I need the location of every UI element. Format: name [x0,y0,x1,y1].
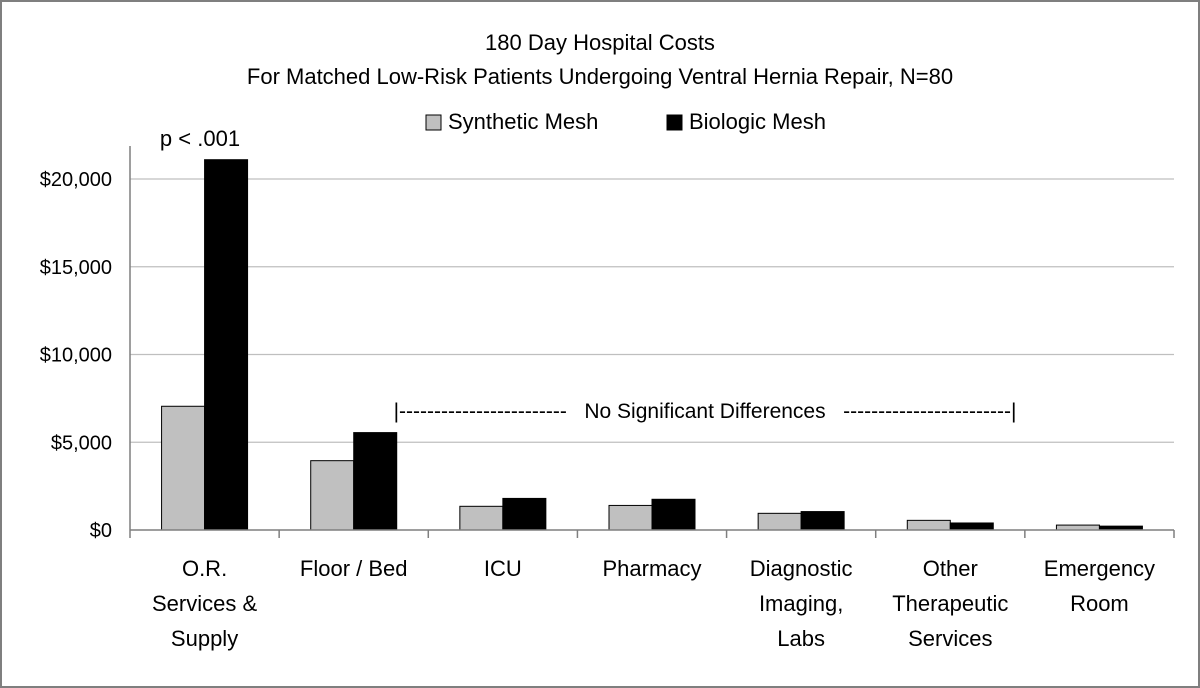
x-tick-label: Therapeutic [892,591,1008,616]
x-tick-label: Services [908,626,992,651]
no-difference-annotation: |------------------------ No Significant… [394,400,1017,423]
x-tick-label: Diagnostic [750,556,853,581]
y-tick-label: $5,000 [51,432,112,454]
y-tick-label: $20,000 [40,169,112,191]
y-tick-label: $0 [90,520,112,542]
bar-biologic [949,522,994,531]
legend-label-biologic: Biologic Mesh [689,109,826,134]
x-tick-label: Floor / Bed [300,556,408,581]
bar-synthetic [161,405,206,531]
axes [129,146,1175,538]
bar-synthetic [757,512,802,531]
legend-swatch-biologic [666,114,683,131]
bar-biologic [204,159,249,531]
x-tick-label: Supply [171,626,238,651]
bar-synthetic [459,505,504,531]
x-tick-label: Pharmacy [602,556,701,581]
bar-biologic [502,497,547,531]
bar-synthetic [608,504,653,531]
bar-biologic [353,432,398,531]
x-tick-label: Services & [152,591,257,616]
legend-swatch-synthetic [425,114,442,131]
legend-label-synthetic: Synthetic Mesh [448,109,598,134]
x-tick-label: Other [923,556,978,581]
x-axis-labels: O.R. Services & Supply Floor / Bed ICU Pharma… [152,556,1155,651]
significance-annotation: p < .001 [160,126,240,151]
y-axis-ticks: $0 $5,000 $10,000 $15,000 $20,000 [40,169,112,542]
bar-synthetic [906,519,951,531]
chart-subtitle: For Matched Low-Risk Patients Undergoing… [247,64,953,89]
bar-biologic [651,498,696,531]
x-tick-label: Labs [777,626,825,651]
legend: Synthetic Mesh Biologic Mesh [425,109,826,134]
bar-biologic [800,511,845,531]
x-tick-label: Emergency [1044,556,1155,581]
x-tick-label: Imaging, [759,591,843,616]
y-tick-label: $15,000 [40,257,112,279]
bar-synthetic [310,460,355,531]
x-tick-label: ICU [484,556,522,581]
x-tick-label: O.R. [182,556,227,581]
chart-title: 180 Day Hospital Costs [485,30,715,55]
bars [161,159,1143,531]
x-tick-label: Room [1070,591,1129,616]
gridlines [130,178,1174,443]
y-tick-label: $10,000 [40,345,112,367]
